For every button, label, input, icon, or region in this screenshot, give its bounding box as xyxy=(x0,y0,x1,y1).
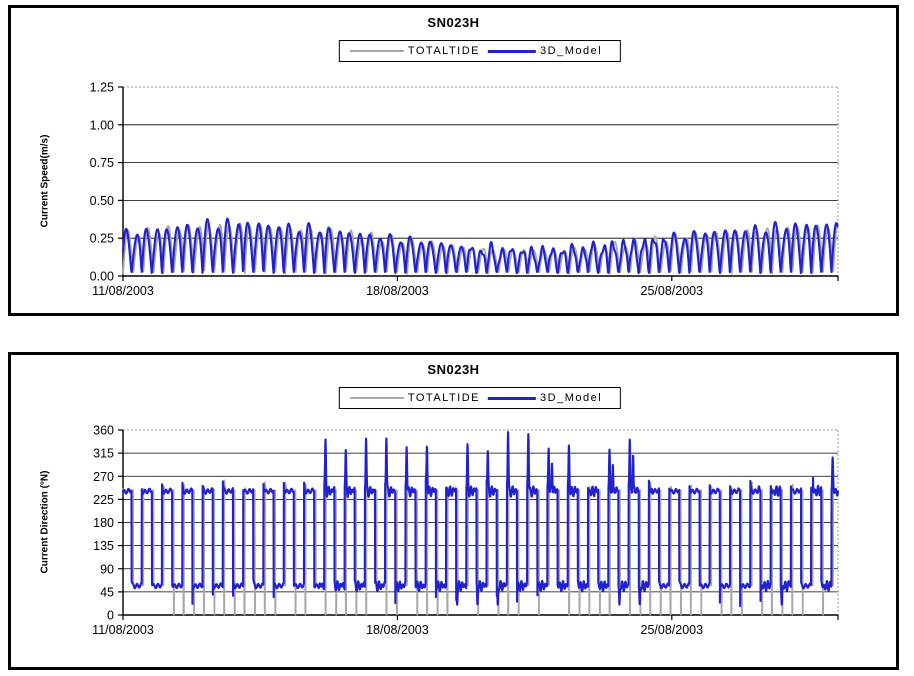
y-tick-label: 360 xyxy=(93,424,114,438)
y-tick-label: 225 xyxy=(93,493,114,507)
y-tick-label: 0 xyxy=(107,609,114,623)
totaltide-line-sample xyxy=(349,397,404,399)
x-tick-label: 18/08/2003 xyxy=(366,284,429,298)
totaltide-line-sample xyxy=(349,50,404,52)
legend: TOTALTIDE 3D_Model xyxy=(338,387,622,409)
series-line-3D_Model xyxy=(121,217,839,275)
y-tick-label: 180 xyxy=(93,516,114,530)
legend-entry-3d-model: 3D_Model xyxy=(488,45,610,57)
y-tick-label: 1.00 xyxy=(90,118,114,132)
current-speed-chart: SN023H TOTALTIDE 3D_Model Current Speed(… xyxy=(8,5,899,316)
speed-plot-area: 0.00 0.25 0.50 0.75 1.00 1.25 11/08/2003 18/08/… xyxy=(90,81,839,298)
legend-label-totaltide: TOTALTIDE xyxy=(407,392,481,404)
y-tick-label: 45 xyxy=(100,585,114,599)
x-tick-label: 11/08/2003 xyxy=(92,623,154,637)
y-tick-label: 135 xyxy=(93,539,114,553)
y-tick-label: 270 xyxy=(93,470,114,484)
x-tick-label: 11/08/2003 xyxy=(92,284,154,298)
y-tick-label: 1.25 xyxy=(90,81,114,95)
legend-entry-totaltide: TOTALTIDE xyxy=(349,45,488,57)
legend-entry-totaltide: TOTALTIDE xyxy=(349,392,488,404)
chart-title: SN023H xyxy=(427,362,480,377)
y-tick-label: 0.75 xyxy=(90,156,114,170)
chart-title: SN023H xyxy=(427,15,480,30)
model-line-sample xyxy=(488,49,537,53)
x-tick-label: 25/08/2003 xyxy=(641,284,704,298)
legend-label-3d-model: 3D_Model xyxy=(540,45,603,57)
y-tick-label: 90 xyxy=(100,562,114,576)
y-tick-label: 0.50 xyxy=(90,194,114,208)
x-tick-label: 18/08/2003 xyxy=(366,623,429,637)
legend-label-totaltide: TOTALTIDE xyxy=(407,45,481,57)
y-tick-label: 0.25 xyxy=(90,232,114,246)
legend-entry-3d-model: 3D_Model xyxy=(488,392,610,404)
current-direction-chart: SN023H TOTALTIDE 3D_Model Current Direct… xyxy=(8,352,899,670)
y-tick-label: 0.00 xyxy=(90,270,114,284)
direction-plot-area: 0 45 90 135 180 225 270 315 360 11/08/2003 18/08/2… xyxy=(92,424,840,637)
legend: TOTALTIDE 3D_Model xyxy=(338,40,622,62)
y-tick-label: 315 xyxy=(93,447,114,461)
series-line-3D_Model xyxy=(121,431,840,608)
model-line-sample xyxy=(488,396,537,400)
x-tick-label: 25/08/2003 xyxy=(641,623,704,637)
legend-label-3d-model: 3D_Model xyxy=(540,392,603,404)
series-line-TOTALTIDE xyxy=(122,222,839,275)
